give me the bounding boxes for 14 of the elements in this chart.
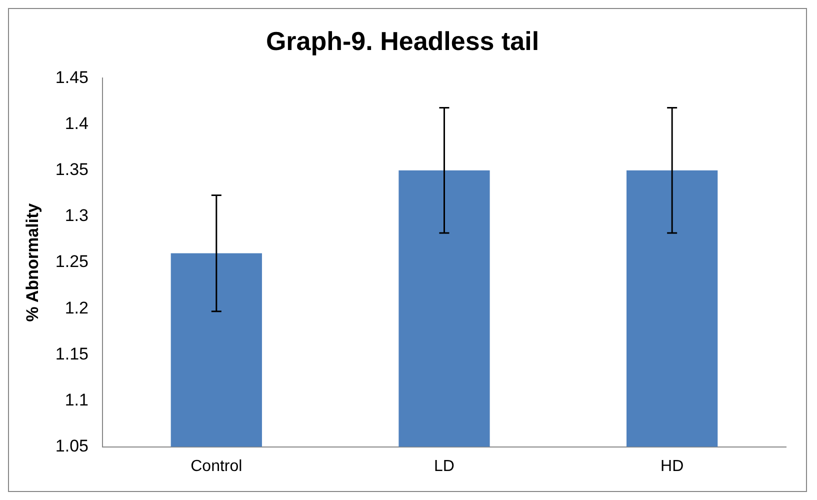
x-tick-label: Control (190, 458, 242, 475)
x-tick-label: LD (434, 458, 454, 475)
x-tick-label: HD (660, 458, 684, 475)
chart-title: Graph-9. Headless tail (266, 26, 540, 56)
y-axis-title: % Abnormality (22, 202, 42, 322)
y-tick-label: 1.45 (55, 68, 88, 87)
y-tick-label: 1.3 (64, 206, 88, 226)
y-tick-label: 1.4 (64, 114, 88, 133)
y-tick-label: 1.05 (55, 436, 88, 456)
y-tick-label: 1.15 (55, 344, 88, 364)
y-tick-label: 1.35 (55, 160, 88, 180)
y-tick-label: 1.1 (64, 390, 88, 410)
y-tick-label: 1.2 (64, 298, 88, 318)
y-tick-label: 1.25 (55, 252, 88, 272)
